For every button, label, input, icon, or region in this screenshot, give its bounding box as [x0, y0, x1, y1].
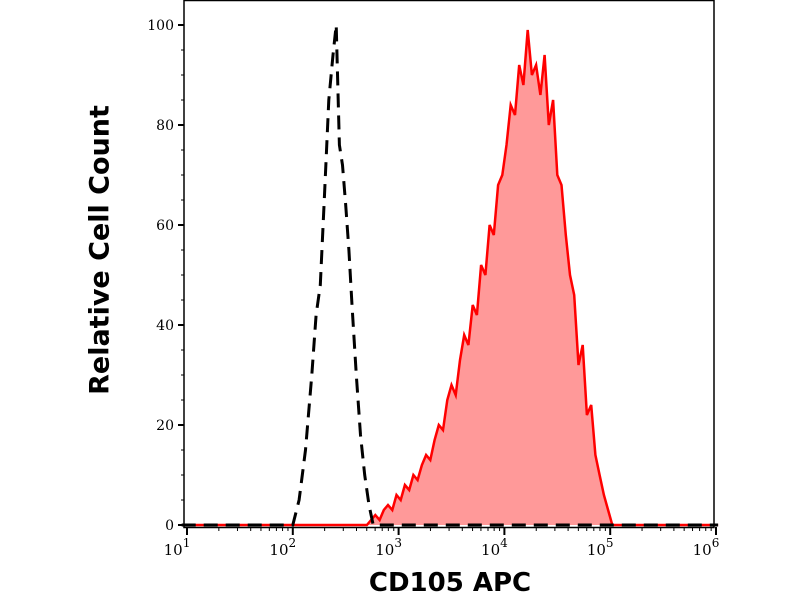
x-tick-label: 102: [269, 536, 296, 559]
y-axis-label: Relative Cell Count: [84, 105, 116, 395]
y-tick-label: 100: [147, 18, 174, 34]
x-tick-label: 105: [587, 536, 614, 559]
y-tick-label: 20: [156, 418, 174, 434]
y-tick-label: 0: [165, 518, 174, 534]
x-tick-label: 104: [481, 536, 508, 559]
x-tick-label: 106: [693, 536, 720, 559]
series-line-1: [181, 24, 719, 527]
series-line-0: [181, 29, 719, 527]
x-tick-label: 103: [375, 536, 402, 559]
x-axis-label: CD105 APC: [368, 568, 532, 598]
y-tick-label: 80: [156, 118, 174, 134]
series-fill-0: [181, 30, 719, 525]
y-tick-label: 60: [156, 218, 174, 234]
x-tick-label: 101: [164, 536, 191, 559]
y-tick-label: 40: [156, 318, 174, 334]
